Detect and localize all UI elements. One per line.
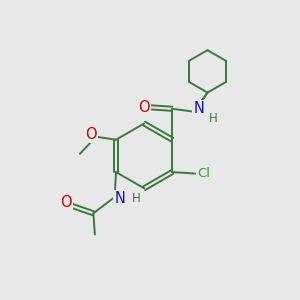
Text: O: O — [60, 195, 71, 210]
Text: O: O — [85, 127, 97, 142]
Text: O: O — [138, 100, 149, 115]
Text: H: H — [131, 192, 140, 205]
Text: N: N — [115, 191, 125, 206]
Text: Cl: Cl — [197, 167, 210, 180]
Text: N: N — [193, 101, 204, 116]
Text: H: H — [209, 112, 218, 125]
